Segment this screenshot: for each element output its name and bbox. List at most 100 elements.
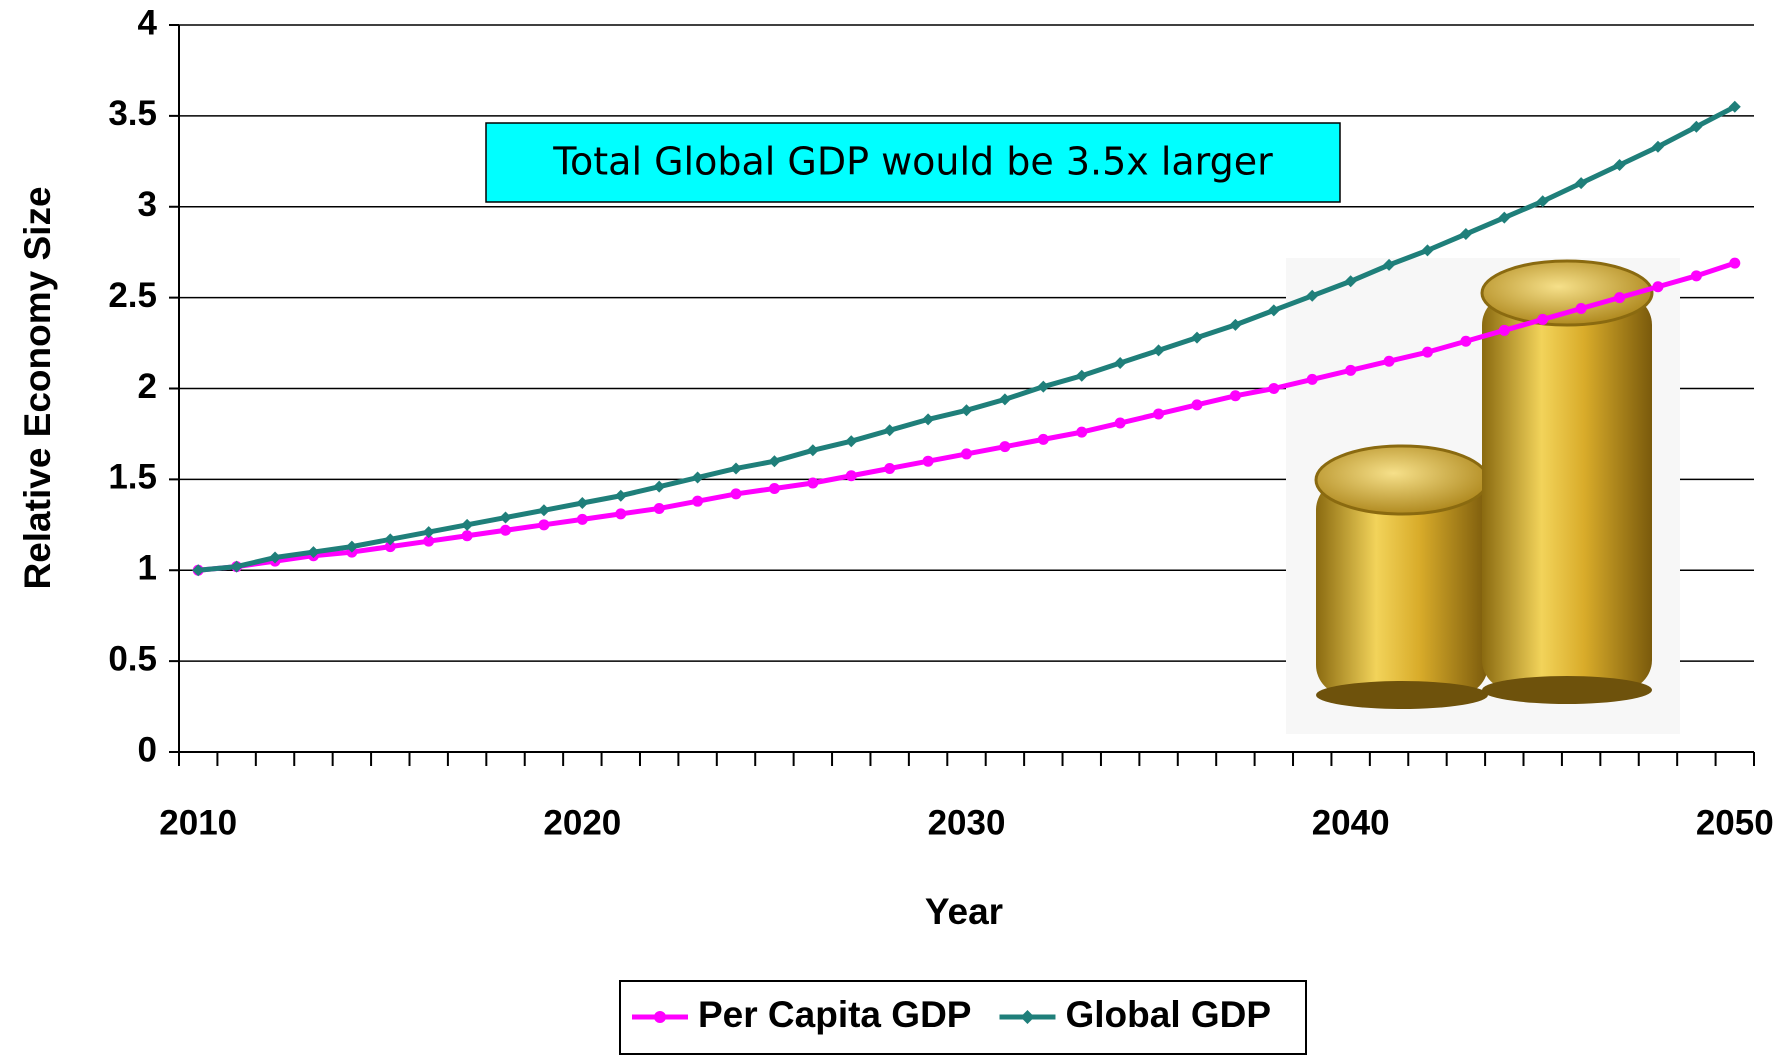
y-tick-label: 0.5	[108, 639, 157, 678]
diamond-marker	[1383, 258, 1396, 271]
circle-marker	[999, 441, 1011, 453]
annotation-box	[485, 122, 1341, 203]
diamond-marker	[1267, 304, 1280, 317]
circle-marker	[461, 530, 473, 542]
x-tick-label: 2040	[1312, 803, 1390, 842]
circle-marker	[1498, 324, 1510, 336]
circle-marker	[1114, 417, 1126, 429]
diamond-marker	[422, 526, 435, 539]
diamond-marker	[845, 435, 858, 448]
diamond-marker	[345, 540, 358, 553]
circle-marker	[1652, 281, 1664, 293]
y-tick-label: 4	[138, 3, 158, 42]
circle-marker	[1191, 399, 1203, 411]
y-tick-label: 1.5	[108, 458, 157, 497]
diamond-marker	[1075, 369, 1088, 382]
diamond-marker	[1498, 211, 1511, 224]
circle-marker	[615, 508, 627, 520]
circle-marker	[1690, 270, 1702, 282]
y-tick-label: 2.5	[108, 276, 157, 315]
diamond-marker	[768, 455, 781, 468]
diamond-marker	[307, 546, 320, 559]
circle-marker	[884, 462, 896, 474]
diamond-marker	[1651, 140, 1664, 153]
circle-marker	[1575, 303, 1587, 315]
circle-marker	[1306, 373, 1318, 385]
diamond-marker	[730, 462, 743, 475]
x-tick-label: 2030	[928, 803, 1006, 842]
circle-marker	[423, 535, 435, 547]
diamond-marker	[1613, 158, 1626, 171]
diamond-marker	[614, 489, 627, 502]
y-tick-label: 0	[138, 730, 157, 769]
coin-top	[1314, 444, 1490, 516]
diamond-marker	[1229, 318, 1242, 331]
grid-layer	[179, 24, 1754, 753]
circle-marker	[1153, 408, 1165, 420]
circle-marker	[1729, 257, 1741, 269]
diamond-marker	[1575, 177, 1588, 190]
circle-marker	[845, 470, 857, 482]
x-tick-label: 2010	[159, 803, 237, 842]
diamond-marker	[192, 564, 205, 577]
diamond-marker	[1421, 244, 1434, 257]
circle-marker	[1268, 383, 1280, 394]
x-tick-label: 2050	[1696, 803, 1774, 842]
circle-marker	[768, 482, 780, 494]
coin-base	[1316, 681, 1488, 709]
diamond-marker	[537, 504, 550, 517]
circle-marker	[1460, 335, 1472, 347]
y-tick-label: 2	[138, 367, 157, 406]
y-tick-label: 1	[138, 549, 157, 588]
coin-illustration	[1286, 258, 1680, 734]
circle-marker	[692, 495, 704, 507]
diamond-marker	[269, 551, 282, 564]
diamond-marker	[998, 393, 1011, 406]
y-tick-label: 3	[138, 185, 157, 224]
diamond-marker	[1690, 120, 1703, 133]
diamond-marker	[461, 518, 474, 531]
y-tick-label: 3.5	[108, 94, 157, 133]
circle-marker	[500, 524, 512, 536]
diamond-marker	[384, 533, 397, 546]
circle-marker	[730, 488, 742, 500]
coin-stack	[1316, 480, 1488, 695]
x-axis-title: Year	[925, 891, 1003, 932]
series-layer	[192, 100, 1741, 577]
circle-marker	[1421, 346, 1433, 358]
circle-marker	[1614, 292, 1626, 304]
diamond-marker	[1728, 100, 1741, 113]
diamond-marker	[960, 404, 973, 417]
circle-marker	[538, 519, 550, 531]
x-tick-label: 2020	[543, 803, 621, 842]
coin-stack	[1482, 295, 1652, 690]
circle-marker	[576, 513, 588, 525]
circle-marker	[384, 541, 396, 553]
legend-label: Global GDP	[1065, 994, 1271, 1035]
diamond-marker	[653, 480, 666, 493]
legend-label: Per Capita GDP	[698, 994, 971, 1035]
circle-marker	[1537, 313, 1549, 325]
coin-top	[1480, 259, 1654, 327]
circle-marker	[1345, 364, 1357, 376]
diamond-marker	[1536, 195, 1549, 208]
diamond-marker	[1190, 331, 1203, 344]
y-axis-title: Relative Economy Size	[17, 186, 58, 589]
diamond-marker	[1306, 289, 1319, 302]
axis-layer: 0 0.5 1 1.5 2 2.5 3 3.5 4 2010 2020 2030 2040 2050	[108, 3, 1773, 842]
coin-base	[1482, 676, 1652, 704]
circle-marker	[807, 477, 819, 489]
annotation: Total Global GDP would be 3.5x larger	[552, 140, 1273, 184]
diamond-marker	[1344, 275, 1357, 288]
circle-marker	[1383, 355, 1395, 367]
diamond-marker	[1459, 228, 1472, 241]
circle-marker	[1229, 390, 1241, 402]
circle-marker	[653, 502, 665, 514]
diamond-marker	[806, 444, 819, 457]
circle-marker	[1076, 426, 1088, 438]
diamond-marker	[576, 497, 589, 510]
diamond-marker	[883, 424, 896, 437]
legend-box	[619, 980, 1307, 1055]
diamond-marker	[1037, 380, 1050, 393]
